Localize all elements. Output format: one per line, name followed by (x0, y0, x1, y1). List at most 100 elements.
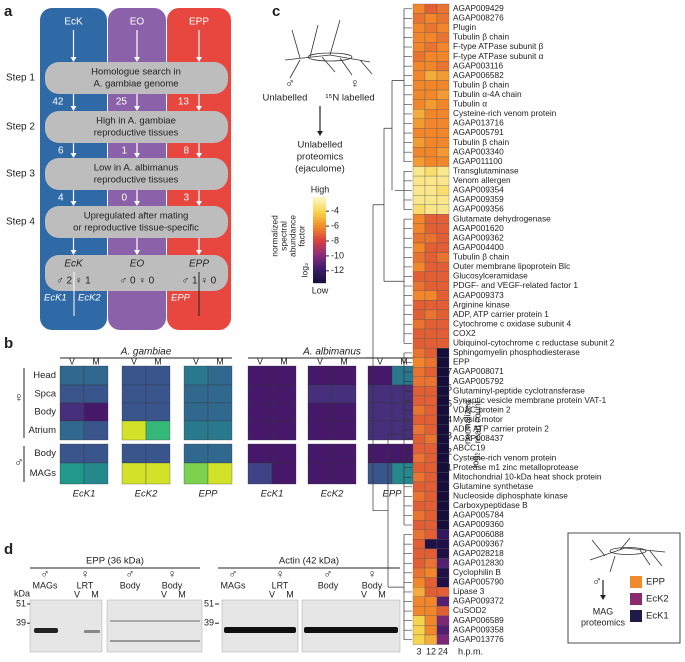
heat-cell (424, 300, 438, 311)
blot-title: EPP (36 kDa) (86, 556, 144, 567)
heat-cell (424, 109, 438, 119)
heat-cell (412, 175, 426, 186)
heat-cell (436, 548, 450, 559)
heat-cell (183, 384, 209, 404)
heat-cell (83, 365, 109, 386)
step-box (45, 62, 228, 94)
lane-label: LRT (272, 580, 289, 590)
legend-swatch (630, 610, 642, 622)
heat-cell (83, 384, 109, 404)
heat-cell (436, 128, 450, 138)
protein-label: CuSOD2 (453, 605, 487, 615)
protein-label: AGAP013776 (453, 634, 504, 644)
column-label: 12 (426, 646, 436, 656)
protein-label: Lipase 3 (453, 586, 485, 596)
heat-cell (436, 414, 450, 425)
lane-col: V (161, 589, 167, 599)
row-label: Head (33, 370, 56, 381)
heat-cell (436, 290, 450, 301)
heat-cell (412, 13, 426, 24)
heat-cell (436, 51, 450, 62)
heat-cell (412, 634, 426, 645)
heat-cell (412, 367, 426, 377)
heat-cell (412, 625, 426, 636)
heat-cell (412, 204, 426, 215)
heat-cell (412, 271, 426, 282)
protein-label: Synaptic vesicle membrane protein VAT-1 (453, 395, 607, 405)
arrow-head (196, 106, 202, 111)
protein-label: AGAP003116 (453, 60, 504, 70)
heat-cell (424, 175, 438, 186)
col-label: M (340, 356, 348, 366)
heat-cell (436, 109, 450, 119)
heat-cell (412, 587, 426, 597)
heat-cell (424, 223, 438, 234)
marker-label: 39 (204, 618, 214, 628)
protein-label: Myosin motor (453, 414, 503, 424)
protein-label: Outer membrane lipoprotein Blc (453, 261, 570, 271)
heat-cell (307, 402, 333, 422)
legend-text: MAG (593, 606, 614, 616)
heat-cell (412, 376, 426, 387)
protein-label: Cyclophilin B (453, 567, 501, 577)
colorbar-step (313, 229, 326, 232)
heat-cell (367, 365, 393, 386)
lane-col: V (269, 589, 275, 599)
heat-cell (436, 596, 450, 607)
step-count: 1 (121, 146, 127, 157)
row-label: MAGs (30, 468, 57, 479)
colorbar-tick-label: -12 (331, 265, 344, 275)
heat-cell (83, 420, 109, 441)
heat-cell (424, 290, 438, 301)
colorbar-step (313, 199, 326, 202)
heat-cell (424, 195, 438, 205)
sex-symbol: ♂ (126, 567, 135, 581)
heat-cell (121, 384, 147, 404)
heat-cell (145, 420, 171, 441)
heat-cell (412, 443, 426, 454)
heat-cell (436, 214, 450, 225)
protein-label: Transglutaminase (453, 165, 519, 175)
colorbar-step (313, 265, 326, 268)
protein-label: AGAP009354 (453, 185, 504, 195)
panel-label: a (4, 3, 13, 20)
heat-cell (412, 156, 426, 167)
heat-cell (424, 166, 438, 177)
protein-label: Tubulin β chain (453, 32, 510, 42)
arrow-head (317, 131, 323, 136)
colorbar-tick-label: 4 (447, 414, 452, 424)
colorbar-tick-label: 7 (447, 366, 452, 376)
heat-cell (271, 443, 297, 464)
heat-cell (412, 414, 426, 425)
heat-cell (424, 424, 438, 435)
colorbar-step (313, 203, 326, 206)
arrow-head (196, 153, 202, 158)
heat-cell (424, 271, 438, 282)
step-count: 13 (178, 97, 190, 108)
heat-cell (412, 147, 426, 158)
heat-cell (424, 22, 438, 33)
heat-cell (412, 51, 426, 62)
colorbar-tick-label: 6 (447, 382, 452, 392)
heat-cell (412, 242, 426, 253)
protein-label: Venom allergen (453, 175, 511, 185)
protein-label: AGAP004400 (453, 242, 504, 252)
heat-cell (436, 319, 450, 330)
colorbar-step (313, 279, 326, 282)
heat-cell (59, 402, 85, 422)
dendrogram (366, 80, 404, 588)
heat-cell (424, 500, 438, 511)
protein-label: ADP, ATP carrier protein 1 (453, 309, 549, 319)
col-label: M (92, 356, 100, 366)
heat-cell (412, 510, 426, 521)
heat-cell (436, 529, 450, 540)
heat-cell (271, 402, 297, 422)
colorbar-tick-label: -8 (331, 235, 339, 245)
heat-cell (412, 338, 426, 349)
arrow-head (196, 201, 202, 206)
heat-cell (424, 491, 438, 502)
step-box (45, 158, 228, 190)
protein-label: AGAP028218 (453, 548, 504, 558)
heat-cell (412, 22, 426, 33)
protein-label: AGAP003340 (453, 146, 504, 156)
